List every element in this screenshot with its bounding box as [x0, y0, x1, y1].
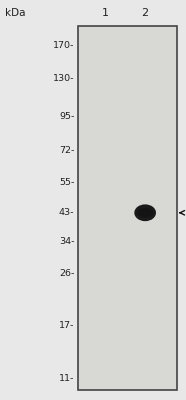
Text: kDa: kDa: [5, 8, 25, 18]
Text: 170-: 170-: [53, 41, 74, 50]
Bar: [78, 26, 177, 390]
Text: 11-: 11-: [59, 374, 74, 383]
Text: 2: 2: [142, 8, 149, 18]
Text: 1: 1: [102, 8, 109, 18]
Text: 43-: 43-: [59, 208, 74, 217]
Ellipse shape: [137, 208, 153, 217]
Text: 26-: 26-: [59, 269, 74, 278]
Text: 55-: 55-: [59, 178, 74, 187]
Text: 34-: 34-: [59, 237, 74, 246]
Text: 17-: 17-: [59, 321, 74, 330]
Text: 95-: 95-: [59, 112, 74, 121]
Text: 72-: 72-: [59, 146, 74, 155]
Text: 130-: 130-: [53, 74, 74, 83]
Ellipse shape: [134, 204, 156, 221]
